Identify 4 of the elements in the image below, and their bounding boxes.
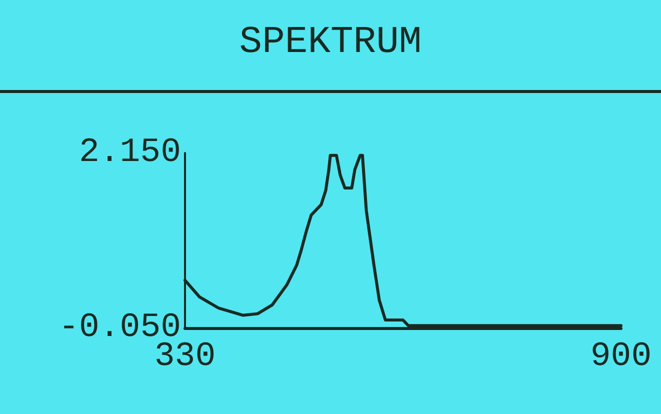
line-series — [184, 154, 622, 328]
chart-title: SPEKTRUM — [238, 20, 423, 66]
x-tick-label: 900 — [590, 338, 652, 376]
y-tick-label: 2.150 — [78, 134, 181, 172]
